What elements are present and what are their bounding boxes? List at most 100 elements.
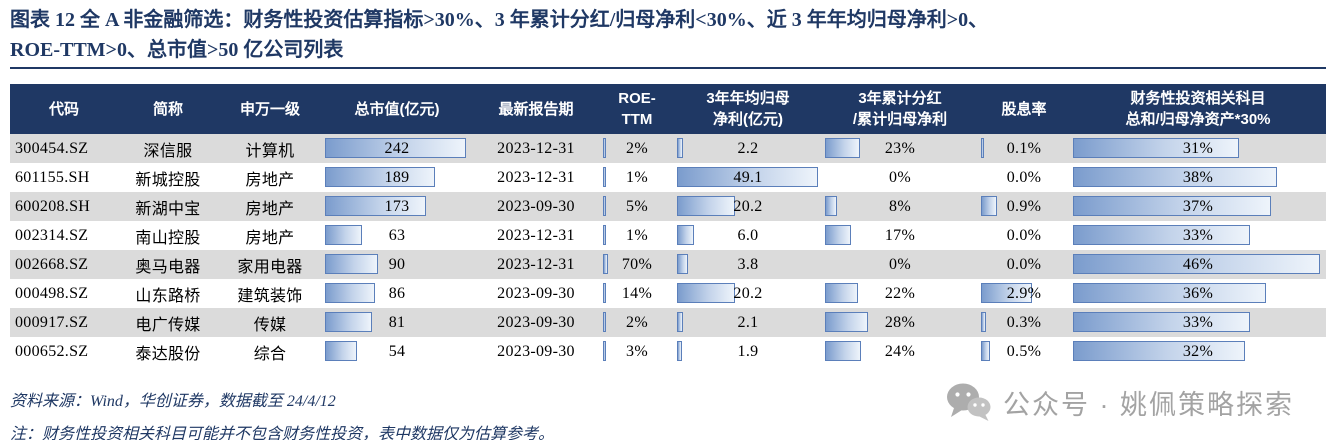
cell-industry: 建筑装饰	[237, 287, 303, 305]
cell-yield: 0.1%	[978, 134, 1070, 163]
cell-code: 300454.SZ	[15, 139, 89, 157]
cell-mktcap: 81	[322, 308, 472, 337]
cell-fininv: 32%	[1070, 337, 1326, 366]
cell-value: 14%	[621, 285, 653, 302]
cell-profit: 20.2	[674, 192, 822, 221]
data-bar	[603, 167, 606, 187]
cell-fininv: 36%	[1070, 279, 1326, 308]
data-bar	[325, 283, 376, 303]
cell-yield: 0.0%	[978, 250, 1070, 279]
cell-value: 86	[388, 285, 406, 302]
cell-mktcap: 54	[322, 337, 472, 366]
data-bar	[677, 196, 736, 216]
cell-yield: 0.3%	[978, 308, 1070, 337]
cell-profit: 3.8	[674, 250, 822, 279]
cell-report: 2023-09-30	[497, 313, 575, 331]
cell-code: 000917.SZ	[15, 313, 89, 331]
screening-table-wrap: 代码 简称 申万一级 总市值(亿元) 最新报告期 ROE- TTM 3年年均归母 净利(亿元) 3…	[10, 84, 1326, 366]
cell-value: 3%	[626, 343, 648, 360]
cell-value: 0.1%	[1006, 140, 1042, 157]
cell-value: 46%	[1182, 256, 1214, 273]
cell-value: 2.2	[737, 140, 759, 157]
data-bar	[981, 283, 1033, 303]
data-bar	[1073, 312, 1250, 332]
data-bar	[677, 283, 736, 303]
cell-report: 2023-09-30	[497, 342, 575, 360]
data-bar	[677, 341, 683, 361]
data-bar	[325, 225, 362, 245]
table-row: 000917.SZ 电广传媒 传媒 81 2023-09-30 2% 2.1 28% 0.3% 3…	[10, 308, 1326, 337]
cell-payout: 0%	[822, 163, 978, 192]
data-bar	[825, 312, 868, 332]
cell-value: 173	[384, 198, 410, 215]
cell-profit: 2.2	[674, 134, 822, 163]
column-header-report: 最新报告期	[472, 84, 600, 134]
table-header-row: 代码 简称 申万一级 总市值(亿元) 最新报告期 ROE- TTM 3年年均归母 净利(亿元) 3…	[10, 84, 1326, 134]
cell-value: 2%	[626, 314, 648, 331]
column-header-mktcap: 总市值(亿元)	[322, 84, 472, 134]
cell-mktcap: 86	[322, 279, 472, 308]
cell-roe: 14%	[600, 279, 674, 308]
cell-value: 2%	[626, 140, 648, 157]
cell-report: 2023-12-31	[497, 226, 575, 244]
wechat-icon	[947, 383, 991, 421]
column-header-payout: 3年累计分红/累计归母净利	[822, 84, 978, 134]
cell-value: 2.9%	[1006, 285, 1042, 302]
cell-name: 新湖中宝	[135, 200, 201, 218]
cell-roe: 5%	[600, 192, 674, 221]
cell-value: 24%	[884, 343, 916, 360]
cell-roe: 2%	[600, 134, 674, 163]
column-header-roe: ROE- TTM	[600, 84, 674, 134]
data-bar	[1073, 254, 1320, 274]
cell-value: 20.2	[733, 285, 763, 302]
cell-industry: 房地产	[245, 171, 295, 189]
data-bar	[1073, 225, 1250, 245]
data-bar	[1073, 341, 1245, 361]
table-row: 601155.SH 新城控股 房地产 189 2023-12-31 1% 49.1 0% 0.0…	[10, 163, 1326, 192]
cell-mktcap: 242	[322, 134, 472, 163]
cell-yield: 2.9%	[978, 279, 1070, 308]
cell-code: 000652.SZ	[15, 342, 89, 360]
cell-value: 8%	[889, 198, 911, 215]
data-bar	[677, 138, 684, 158]
data-bar	[825, 196, 838, 216]
cell-value: 17%	[884, 227, 916, 244]
cell-report: 2023-12-31	[497, 139, 575, 157]
figure-title-line2: ROE-TTM>0、总市值>50 亿公司列表	[10, 39, 344, 61]
cell-value: 33%	[1182, 314, 1214, 331]
cell-name: 深信服	[143, 142, 193, 160]
figure-title: 图表 12 全 A 非金融筛选：财务性投资估算指标>30%、3 年累计分红/归母…	[10, 5, 1330, 65]
cell-yield: 0.5%	[978, 337, 1070, 366]
cell-value: 0%	[889, 169, 911, 186]
cell-value: 28%	[884, 314, 916, 331]
cell-fininv: 31%	[1070, 134, 1326, 163]
watermark: 公众号 · 姚佩策略探索	[945, 382, 1294, 422]
table-row: 300454.SZ 深信服 计算机 242 2023-12-31 2% 2.2 23% 0.1%…	[10, 134, 1326, 163]
cell-profit: 1.9	[674, 337, 822, 366]
cell-roe: 2%	[600, 308, 674, 337]
cell-report: 2023-12-31	[497, 168, 575, 186]
figure-title-line1: 图表 12 全 A 非金融筛选：财务性投资估算指标>30%、3 年累计分红/归母…	[10, 9, 989, 31]
data-bar	[325, 341, 357, 361]
cell-mktcap: 189	[322, 163, 472, 192]
table-row: 002314.SZ 南山控股 房地产 63 2023-12-31 1% 6.0 17% 0.0%…	[10, 221, 1326, 250]
cell-code: 000498.SZ	[15, 284, 89, 302]
cell-value: 0.0%	[1006, 169, 1042, 186]
cell-value: 37%	[1182, 198, 1214, 215]
cell-value: 0.0%	[1006, 227, 1042, 244]
table-body: 300454.SZ 深信服 计算机 242 2023-12-31 2% 2.2 23% 0.1%…	[10, 134, 1326, 366]
cell-report: 2023-09-30	[497, 197, 575, 215]
column-header-code: 代码	[10, 84, 118, 134]
cell-value: 22%	[884, 285, 916, 302]
cell-value: 20.2	[733, 198, 763, 215]
column-header-yield: 股息率	[978, 84, 1070, 134]
cell-payout: 0%	[822, 250, 978, 279]
data-bar	[603, 283, 606, 303]
cell-value: 2.1	[737, 314, 759, 331]
data-bar	[981, 196, 997, 216]
data-bar	[603, 341, 606, 361]
data-bar	[1073, 167, 1277, 187]
data-bar	[603, 312, 606, 332]
data-bar	[825, 225, 851, 245]
cell-value: 81	[388, 314, 406, 331]
